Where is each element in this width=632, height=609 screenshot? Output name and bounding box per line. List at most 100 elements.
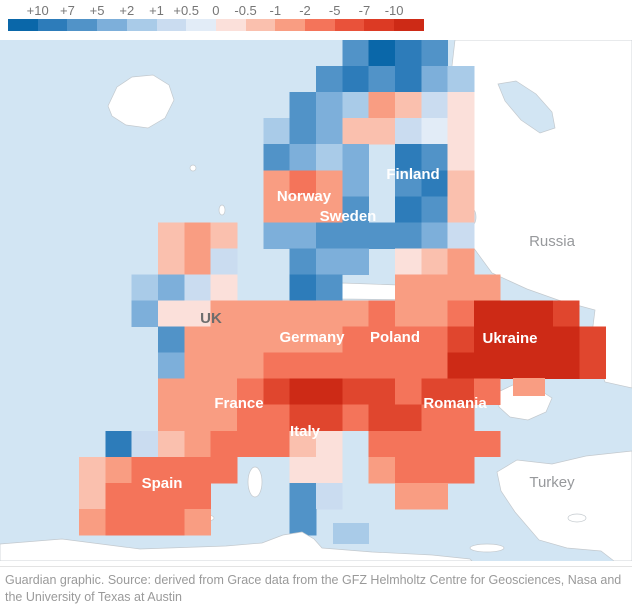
data-cell-r1c17 <box>447 66 475 93</box>
data-cell-r7c7 <box>184 222 212 249</box>
country-label-spain: Spain <box>142 475 183 492</box>
data-cell-r9c17 <box>447 274 475 301</box>
data-cell-r5c13 <box>342 170 370 197</box>
data-cell-r17c11 <box>289 482 317 510</box>
data-cell-r8c12 <box>316 248 343 275</box>
source-caption: Guardian graphic. Source: derived from G… <box>5 572 623 605</box>
data-cell-r10c18 <box>474 300 501 327</box>
data-cell-r13c7 <box>184 378 212 406</box>
data-cell-r11c8 <box>210 326 238 353</box>
data-cell-r12c10 <box>263 352 291 380</box>
data-cell-r9c5 <box>131 274 159 301</box>
data-cell-r6c10 <box>263 196 291 223</box>
data-cell-r9c7 <box>184 274 212 301</box>
data-cell-r12c17 <box>447 352 475 380</box>
data-cell-r6c16 <box>421 196 449 223</box>
data-cell-r5c10 <box>263 170 291 197</box>
data-cell-r9c18 <box>474 274 501 301</box>
caption-line-2: University of Texas at Austin <box>25 589 182 604</box>
data-cell-r2c13 <box>342 92 370 119</box>
island-shetland <box>218 204 226 216</box>
data-cell-r1c12 <box>316 66 343 93</box>
legend-swatch-13 <box>394 19 425 31</box>
legend-label--0.5: -0.5 <box>234 3 257 18</box>
data-cell-r17c12 <box>316 482 343 510</box>
data-cell-r12c21 <box>553 352 580 380</box>
data-cell-r15c14 <box>368 430 396 458</box>
data-cell-r5c16 <box>421 170 449 197</box>
data-cell-r17c4 <box>105 482 133 510</box>
data-cell-r7c12 <box>316 222 343 249</box>
data-cell-r1c14 <box>368 66 396 93</box>
data-cell-r3c15 <box>395 118 422 145</box>
data-cell-r11c17 <box>447 326 475 353</box>
island-corsica <box>247 466 263 498</box>
data-cell-r7c13 <box>342 222 370 249</box>
data-cell-r14c15 <box>395 404 422 432</box>
data-cell-r10c15 <box>395 300 422 327</box>
data-cell-r13c12 <box>316 378 343 406</box>
color-scale-legend: +10 +7 +5 +2 +1 +0.5 0 -0.5 -1 -2 -5 -7 -10 <box>0 0 632 34</box>
data-cell-r10c19 <box>500 300 528 327</box>
data-cell-r3c11 <box>289 118 317 145</box>
data-cell-r6c12 <box>316 196 343 223</box>
data-cell-r11c14 <box>368 326 396 353</box>
data-cell-r7c6 <box>158 222 185 249</box>
legend-swatch-11 <box>334 19 365 31</box>
data-cell-r13c18 <box>474 378 501 406</box>
data-cell-r11c10 <box>263 326 291 353</box>
data-cell-r0c13 <box>342 40 370 67</box>
data-cell-r13c8 <box>210 378 238 406</box>
island-faroe <box>189 164 197 172</box>
data-cell-r12c6 <box>158 352 185 380</box>
data-cell-r10c6 <box>158 300 185 327</box>
data-cell-r10c12 <box>316 300 343 327</box>
legend-swatch-1 <box>37 19 68 31</box>
legend-label-+7: +7 <box>59 3 75 18</box>
country-label-uk: UK <box>200 310 222 327</box>
data-cell-r5c17 <box>447 170 475 197</box>
data-cell-r5c15 <box>395 170 422 197</box>
data-cell-r14c6 <box>158 404 185 432</box>
data-cell-r16c15 <box>395 456 422 484</box>
data-cell-r15c16 <box>421 430 449 458</box>
legend-swatch-10 <box>305 19 336 31</box>
data-cell-r17c3 <box>79 482 106 510</box>
data-cell-r3c17 <box>447 118 475 145</box>
data-cell-r15c17 <box>447 430 475 458</box>
data-cell-r14c13 <box>342 404 370 432</box>
data-cell-r1c15 <box>395 66 422 93</box>
europe-map: Norway Sweden Finland UK Germany Poland Ukrain… <box>0 39 632 562</box>
country-label-france: France <box>214 395 263 412</box>
data-cell-r16c6 <box>158 456 185 484</box>
data-cell-r11c11 <box>289 326 317 353</box>
data-cell-r2c16 <box>421 92 449 119</box>
data-cell-r10c5 <box>131 300 159 327</box>
data-cell-r12c11 <box>289 352 317 380</box>
data-cell-r3c14 <box>368 118 396 145</box>
data-cell-r17c7 <box>184 482 212 510</box>
legend-swatch-3 <box>97 19 128 31</box>
country-label-norway: Norway <box>277 188 332 205</box>
country-label-romania: Romania <box>423 395 487 412</box>
data-cell-r10c21 <box>553 300 580 327</box>
data-cell-r2c11 <box>289 92 317 119</box>
data-cell-r15c15 <box>395 430 422 458</box>
data-cell-r8c15 <box>395 248 422 275</box>
legend-swatch-4 <box>126 19 157 31</box>
data-cell-r11c16 <box>421 326 449 353</box>
data-cell-r15c6 <box>158 430 185 458</box>
data-cell-r3c12 <box>316 118 343 145</box>
legend-swatch-0 <box>8 19 39 31</box>
data-cell-r12c9 <box>237 352 264 380</box>
data-cell-r16c5 <box>131 456 159 484</box>
data-cell-r9c16 <box>421 274 449 301</box>
legend-label--1: -1 <box>269 3 282 18</box>
data-cell-r2c12 <box>316 92 343 119</box>
data-cell-r4c16 <box>421 144 449 171</box>
data-cell-r6c15 <box>395 196 422 223</box>
data-cell-r6c17 <box>447 196 475 223</box>
data-cell-r12c20 <box>526 352 554 380</box>
data-cell-r8c13 <box>342 248 370 275</box>
data-cell-r15c12 <box>316 430 343 458</box>
